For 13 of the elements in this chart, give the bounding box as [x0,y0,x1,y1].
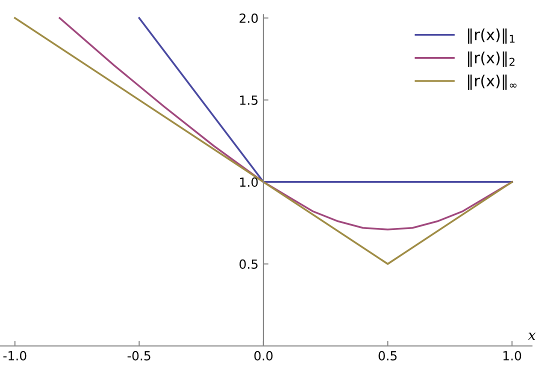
y-tick-label: 0.5 [240,259,258,269]
y-tick-label: 2.0 [240,13,258,23]
x-tick-label: 1.0 [503,351,522,360]
x-axis-title: x [528,332,536,340]
y-tick-label: 1.5 [240,96,258,105]
x-tick-label: -1.0 [3,351,26,360]
legend-label: ‖r(x)‖$_{1}$ [468,28,515,44]
legend-label: ‖r(x)‖$_{2}$ [468,52,514,67]
y-tick-label: 1.0 [240,177,258,187]
x-tick-label: -0.5 [128,351,150,360]
x-tick-label: 0.5 [378,351,397,360]
legend-label: ‖r(x)‖$_{∞}$ [468,74,516,90]
x-tick-label: 0.0 [254,351,273,360]
